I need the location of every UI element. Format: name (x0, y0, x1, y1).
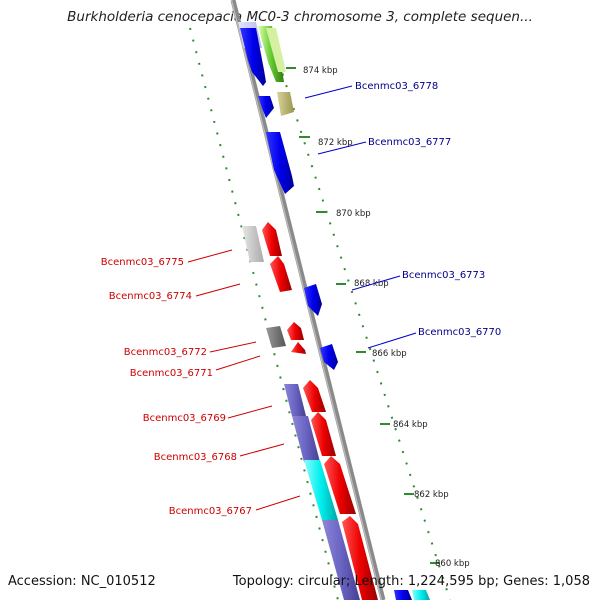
gene-feature-blue (240, 28, 266, 86)
gene-label-6774: Bcenmc03_6774 (109, 291, 192, 302)
gene-feature-red-6772 (287, 322, 304, 340)
gene-feature-olive (277, 92, 294, 116)
left-label-leaders (187, 249, 301, 511)
gene-feature-purple-6769 (284, 384, 306, 416)
gene-label-6767: Bcenmc03_6767 (169, 506, 252, 517)
tick-label-866: 866 kbp (372, 349, 407, 359)
gene-feature-blue-6773 (304, 284, 322, 316)
gene-feature-blue-6777 (266, 132, 294, 194)
kbp-tick-marks (286, 67, 440, 564)
gene-label-6778: Bcenmc03_6778 (355, 81, 438, 92)
gene-label-6768: Bcenmc03_6768 (154, 452, 237, 463)
tick-label-874: 874 kbp (303, 66, 338, 76)
gene-features (238, 22, 430, 600)
gene-feature-purple-lower (322, 520, 360, 600)
right-gene-labels: Bcenmc03_6778 Bcenmc03_6777 Bcenmc03_677… (355, 81, 501, 338)
gene-feature-blue-6770 (320, 344, 338, 370)
gene-label-6775: Bcenmc03_6775 (101, 257, 184, 268)
gene-feature-red-6769 (303, 380, 326, 412)
right-label-leaders (304, 85, 417, 349)
gene-feature-red-lower (342, 516, 378, 600)
gene-label-6771: Bcenmc03_6771 (130, 368, 213, 379)
tick-label-870: 870 kbp (336, 209, 371, 219)
inner-tick-ring (189, 27, 339, 600)
left-gene-labels: Bcenmc03_6775 Bcenmc03_6774 Bcenmc03_677… (101, 257, 252, 517)
gene-feature-red-6774 (270, 256, 292, 292)
gene-feature-cyan-6767 (304, 460, 338, 520)
gene-label-6769: Bcenmc03_6769 (143, 413, 226, 424)
outer-tick-ring (267, 27, 451, 600)
tick-label-864: 864 kbp (393, 420, 428, 430)
gene-feature-cyan-edge (412, 590, 430, 600)
map-title: Burkholderia cenocepacia MC0-3 chromosom… (67, 9, 533, 25)
tick-label-872: 872 kbp (318, 138, 353, 148)
gene-feature-blue-edge (394, 590, 412, 600)
accession-text: Accession: NC_010512 (8, 574, 156, 589)
gene-feature-dark-6772 (266, 326, 286, 348)
gene-label-6770: Bcenmc03_6770 (418, 327, 501, 338)
gene-feature-red-6768 (311, 412, 336, 456)
tick-label-860: 860 kbp (435, 559, 470, 569)
gene-feature-red-6775 (262, 222, 282, 256)
gene-feature-grey-6775 (242, 226, 264, 262)
gene-feature-red-6771 (291, 342, 306, 354)
gene-label-6773: Bcenmc03_6773 (402, 270, 485, 281)
gene-label-6772: Bcenmc03_6772 (124, 347, 207, 358)
gene-label-6777: Bcenmc03_6777 (368, 137, 451, 148)
genome-summary-text: Topology: circular; Length: 1,224,595 bp… (232, 574, 590, 589)
gene-feature-green-2 (266, 28, 286, 72)
tick-label-862: 862 kbp (414, 490, 449, 500)
gene-feature-purple-6768 (292, 416, 320, 462)
gene-feature-blue-6778 (258, 96, 274, 118)
gene-feature-red-6767 (324, 456, 356, 514)
